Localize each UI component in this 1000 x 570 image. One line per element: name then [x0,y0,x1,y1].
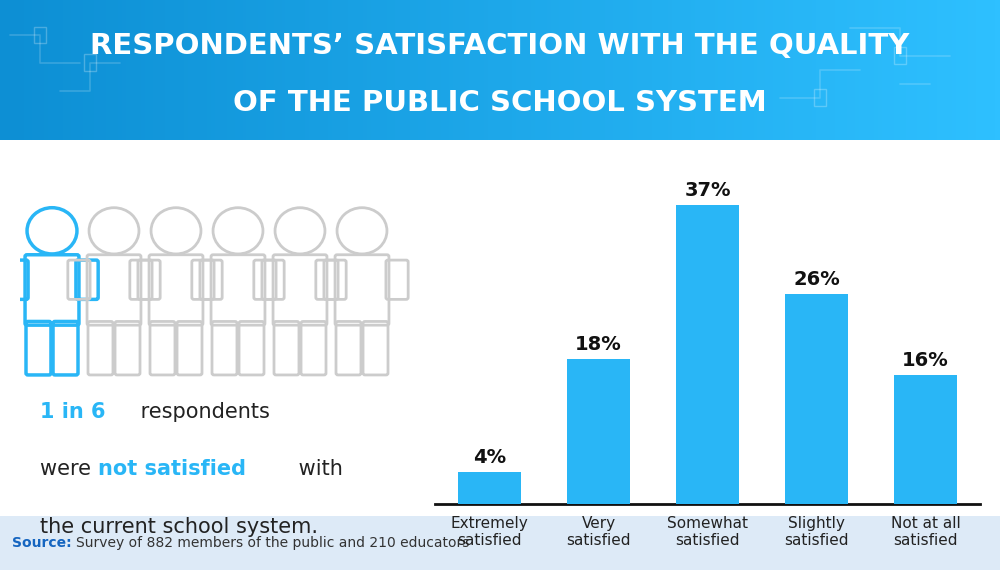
Text: were: were [40,459,98,479]
Text: Source:: Source: [12,536,72,550]
Text: RESPONDENTS’ SATISFACTION WITH THE QUALITY: RESPONDENTS’ SATISFACTION WITH THE QUALI… [90,32,910,60]
Bar [458,472,521,504]
Bar [676,205,739,504]
Text: not satisfied: not satisfied [98,459,246,479]
Text: Survey of 882 members of the public and 210 educators: Survey of 882 members of the public and … [76,536,469,550]
Text: 1 in 6: 1 in 6 [40,402,106,422]
Text: OF THE PUBLIC SCHOOL SYSTEM: OF THE PUBLIC SCHOOL SYSTEM [233,89,767,117]
Text: 37%: 37% [684,181,731,200]
Bar [84,55,96,71]
Text: the current school system.: the current school system. [40,516,318,537]
Text: 26%: 26% [793,270,840,289]
Bar [34,27,46,43]
Bar [894,375,957,504]
Bar [814,89,826,106]
Text: 16%: 16% [902,351,949,370]
Text: with: with [292,459,343,479]
Bar [567,359,630,504]
Bar [894,47,906,64]
Text: respondents: respondents [134,402,270,422]
Text: 4%: 4% [473,448,506,467]
Bar [785,294,848,504]
Text: 18%: 18% [575,335,622,354]
